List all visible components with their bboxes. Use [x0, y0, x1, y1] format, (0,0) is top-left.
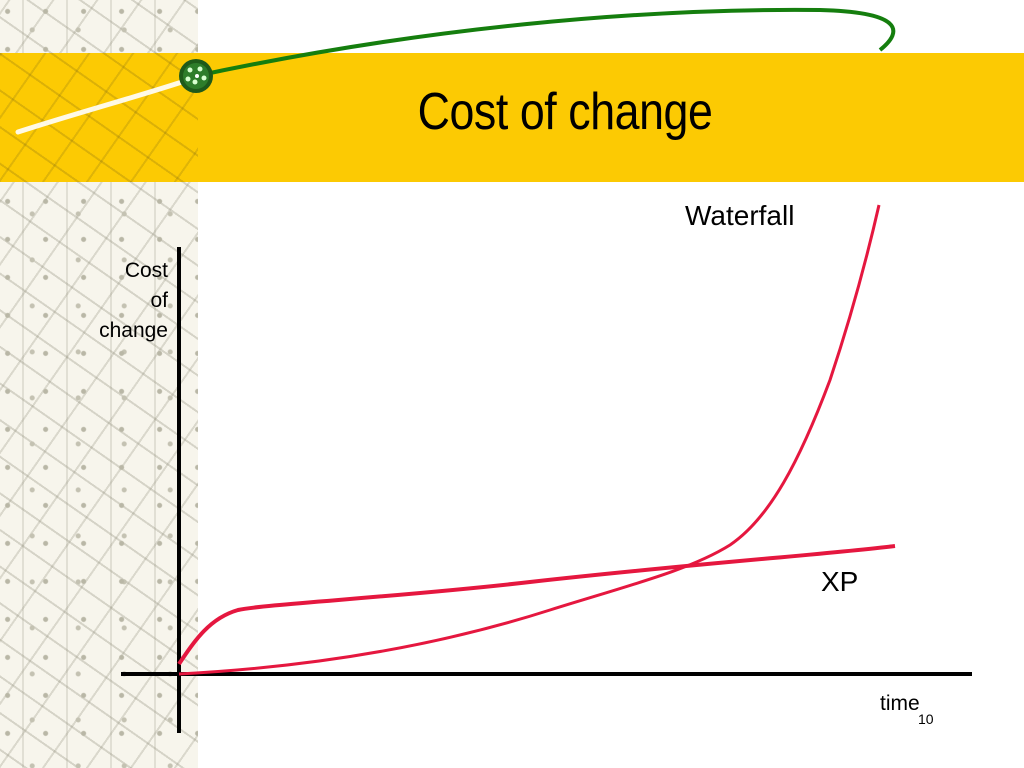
- legend-label-waterfall: Waterfall: [685, 200, 795, 231]
- green-swoosh-line: [195, 7, 896, 78]
- slide-title: Cost of change: [417, 83, 713, 141]
- y-axis-label-line: of: [150, 289, 168, 312]
- title-band: [0, 53, 1024, 182]
- y-axis-label-line: Cost: [124, 259, 168, 282]
- globe-icon: [179, 59, 213, 93]
- x-axis-label: time: [880, 692, 920, 715]
- series-line-xp: [177, 544, 896, 666]
- y-axis-label-line: change: [99, 319, 168, 342]
- white-swoosh-tail: [15, 77, 191, 135]
- legend-label-xp: XP: [821, 566, 859, 597]
- slide-number: 10: [918, 711, 934, 727]
- series-line-waterfall: [178, 204, 881, 676]
- y-axis-label: Cost of change: [74, 256, 168, 346]
